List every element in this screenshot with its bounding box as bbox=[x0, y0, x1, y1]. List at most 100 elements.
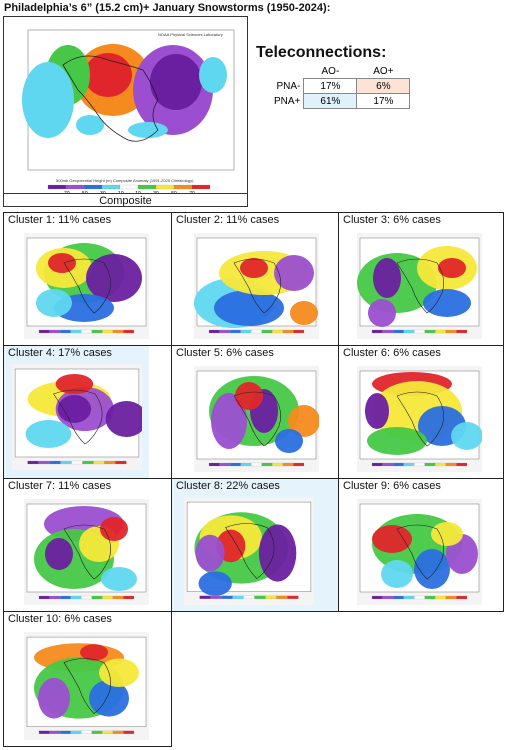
composite-map-subtitle: 500mb Geopotential Height (m) Composite … bbox=[56, 178, 194, 183]
legend-swatch bbox=[71, 460, 83, 465]
legend-swatch bbox=[456, 595, 468, 600]
legend-swatch bbox=[81, 730, 92, 734]
composite-caption: Composite bbox=[3, 193, 248, 207]
legend-swatch bbox=[435, 329, 446, 334]
legend-swatch bbox=[49, 595, 61, 600]
cluster-panel-1: Cluster 1: 11% cases bbox=[3, 212, 172, 346]
legend-swatch bbox=[371, 595, 383, 600]
coastline bbox=[233, 258, 281, 314]
legend-swatch bbox=[104, 460, 116, 465]
composite-map-header: NOAA Physical Sciences Laboratory bbox=[158, 32, 223, 37]
legend-swatch bbox=[371, 329, 383, 334]
col-header-ao-plus: AO+ bbox=[373, 65, 394, 77]
legend-swatch bbox=[82, 460, 94, 465]
cluster-map bbox=[24, 499, 149, 605]
legend-swatch bbox=[371, 462, 383, 467]
anomaly-contour bbox=[451, 422, 482, 450]
legend-tick-label: 70 bbox=[189, 191, 195, 194]
legend-swatch bbox=[112, 329, 124, 334]
anomaly-contour bbox=[38, 677, 70, 719]
legend-swatch bbox=[199, 595, 211, 599]
legend-swatch bbox=[70, 595, 82, 600]
anomaly-contour bbox=[367, 427, 427, 455]
legend-swatch bbox=[102, 730, 113, 734]
legend-swatch bbox=[102, 329, 113, 334]
legend-swatch bbox=[382, 595, 394, 600]
legend-swatch bbox=[123, 329, 135, 334]
legend-swatch bbox=[81, 329, 92, 334]
legend-swatch bbox=[445, 595, 457, 600]
legend-swatch bbox=[173, 184, 193, 190]
coastline bbox=[396, 391, 444, 447]
anomaly-contour bbox=[101, 567, 137, 591]
cluster-panel-3: Cluster 3: 6% cases bbox=[338, 212, 504, 346]
legend-swatch bbox=[445, 329, 457, 334]
anomaly-contour bbox=[414, 549, 450, 589]
anomaly-contour bbox=[381, 560, 413, 588]
row-header-pna-minus: PNA- bbox=[276, 80, 301, 92]
legend-swatch bbox=[38, 595, 50, 600]
legend-swatch bbox=[155, 184, 175, 190]
cell-pna-plus-ao-plus: 17% bbox=[356, 93, 411, 109]
legend-swatch bbox=[91, 329, 103, 334]
legend-swatch bbox=[221, 595, 233, 599]
composite-panel: NOAA Physical Sciences Laboratory 500mb … bbox=[3, 16, 248, 207]
cluster-label: Cluster 8: 22% cases bbox=[176, 480, 280, 492]
cluster-panel-8: Cluster 8: 22% cases bbox=[171, 478, 339, 612]
legend-swatch bbox=[414, 595, 425, 600]
legend-swatch bbox=[112, 730, 124, 734]
legend-swatch bbox=[424, 329, 436, 334]
legend-swatch bbox=[243, 595, 255, 599]
legend-swatch bbox=[403, 595, 415, 600]
legend-swatch bbox=[123, 595, 135, 600]
legend-swatch bbox=[254, 595, 266, 599]
cluster-panel-4: Cluster 4: 17% cases bbox=[3, 345, 172, 479]
cluster-map bbox=[194, 233, 319, 339]
cluster-label: Cluster 4: 17% cases bbox=[8, 347, 112, 359]
col-header-ao-minus: AO- bbox=[321, 65, 340, 77]
legend-tick-label: 50 bbox=[171, 191, 177, 194]
cluster-map bbox=[357, 366, 482, 472]
cluster-label: Cluster 3: 6% cases bbox=[343, 214, 441, 226]
legend-swatch bbox=[60, 329, 71, 334]
coastline bbox=[53, 389, 103, 445]
cluster-map bbox=[12, 364, 142, 470]
legend-swatch bbox=[38, 730, 50, 734]
legend-swatch bbox=[81, 595, 92, 600]
legend-swatch bbox=[293, 329, 305, 334]
legend-swatch bbox=[251, 329, 262, 334]
legend-swatch bbox=[102, 595, 113, 600]
legend-swatch bbox=[403, 329, 415, 334]
anomaly-contour bbox=[288, 405, 319, 437]
legend-tick-label: -50 bbox=[80, 191, 87, 194]
anomaly-contour bbox=[211, 393, 247, 449]
coastline bbox=[233, 391, 281, 447]
legend-swatch bbox=[456, 462, 468, 467]
cluster-panel-9: Cluster 9: 6% cases bbox=[338, 478, 504, 612]
cell-pna-plus-ao-minus: 61% bbox=[303, 93, 358, 109]
legend-tick-label: -70 bbox=[62, 191, 69, 194]
legend-swatch bbox=[60, 730, 71, 734]
legend-swatch bbox=[83, 184, 103, 190]
legend-swatch bbox=[287, 595, 299, 599]
legend-swatch bbox=[276, 595, 288, 599]
legend-tick-label: 10 bbox=[135, 191, 141, 194]
cluster-map bbox=[194, 366, 319, 472]
legend-swatch bbox=[208, 462, 220, 467]
legend-swatch bbox=[49, 730, 61, 734]
legend-swatch bbox=[393, 462, 404, 467]
coastline bbox=[63, 258, 111, 314]
legend-swatch bbox=[456, 329, 468, 334]
anomaly-contour bbox=[365, 393, 389, 429]
anomaly-contour bbox=[100, 517, 128, 541]
legend-swatch bbox=[261, 329, 273, 334]
cluster-label: Cluster 2: 11% cases bbox=[176, 214, 280, 226]
coastline bbox=[225, 523, 275, 579]
legend-swatch bbox=[101, 184, 121, 190]
legend-swatch bbox=[382, 329, 394, 334]
coastline bbox=[396, 258, 444, 314]
legend-swatch bbox=[393, 329, 404, 334]
legend-swatch bbox=[445, 462, 457, 467]
legend-swatch bbox=[251, 462, 262, 467]
anomaly-contour bbox=[57, 395, 92, 423]
